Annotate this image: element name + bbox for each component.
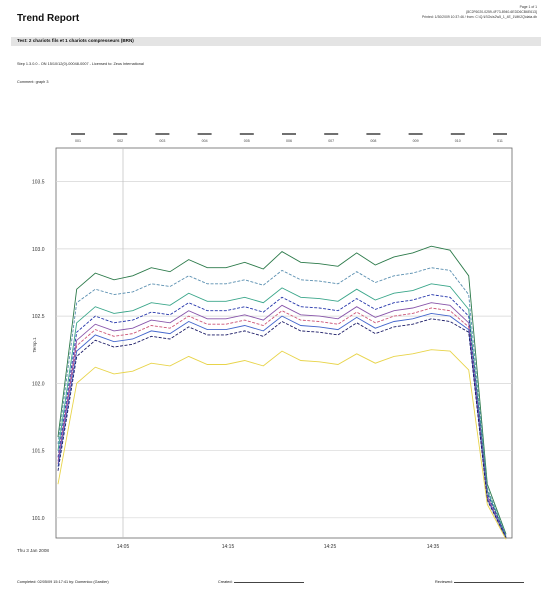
series-line: [57, 318, 507, 539]
y-tick-label: 102.5: [32, 314, 45, 320]
y-tick-label: 102.0: [32, 381, 45, 387]
x-tick-label: 14:05: [117, 544, 130, 550]
report-title: Trend Report: [17, 13, 80, 24]
section-header-bar: [11, 37, 541, 46]
x-tick-label: 14:15: [222, 544, 235, 550]
plot-frame: [55, 147, 513, 539]
page-info: Page 1 of 1 {8C2F6020-0259-4F73-8940-6ED…: [422, 5, 537, 21]
created-signature-line: [233, 582, 304, 583]
series-line: [57, 302, 507, 539]
y-tick-label: 101.0: [32, 516, 45, 522]
printed-info: Printed: 1/30/2009 10:37:46 / from: C:\Q…: [422, 15, 537, 20]
top-marker-label: 007: [328, 139, 334, 143]
y-tick-label: 103.0: [32, 247, 45, 253]
created-label: Created:: [218, 580, 233, 584]
step-info-line: Step 1.3.0.0 - ON 15/10/12(0)-00048-0007…: [17, 62, 144, 66]
footer-created: Created:: [218, 580, 304, 584]
top-marker-label: 004: [202, 139, 208, 143]
reviewed-signature-line: [453, 582, 524, 583]
document-id: {8C2F6020-0259-4F73-8940-6EDD6CB6E613}: [466, 10, 537, 15]
section-title: Test: 2 chariots fils et 1 chariots comp…: [17, 38, 134, 43]
series-line: [57, 283, 507, 537]
footer-completed: Completed: 02/05/09 15:17:41 by: Domenic…: [17, 580, 109, 584]
top-marker-label: 011: [497, 139, 503, 143]
footer-reviewed: Reviewed:: [435, 580, 524, 584]
series-line: [57, 294, 507, 537]
comment-line: Comment: graph 3: [17, 80, 49, 84]
y-tick-label: 101.5: [32, 449, 45, 455]
reviewed-label: Reviewed:: [435, 580, 453, 584]
top-marker-label: 009: [413, 139, 419, 143]
x-tick-label: 14:25: [324, 544, 337, 550]
series-line: [57, 312, 507, 539]
series-line: [57, 349, 507, 540]
series-line: [57, 267, 507, 536]
top-marker-label: 005: [244, 139, 250, 143]
series-line: [57, 245, 507, 535]
x-tick-label: 14:35: [427, 544, 440, 550]
top-marker-label: 008: [370, 139, 376, 143]
page-number: Page 1 of 1: [519, 5, 537, 9]
y-axis-label: Temp.1: [32, 337, 37, 353]
top-marker-label: 010: [455, 139, 461, 143]
date-label: Thu 3 Jan 2008: [17, 548, 49, 553]
series-line: [57, 307, 507, 539]
y-tick-label: 103.5: [32, 180, 45, 186]
top-marker-label: 001: [75, 139, 81, 143]
top-marker-label: 002: [117, 139, 123, 143]
top-marker-label: 006: [286, 139, 292, 143]
top-marker-label: 003: [159, 139, 165, 143]
